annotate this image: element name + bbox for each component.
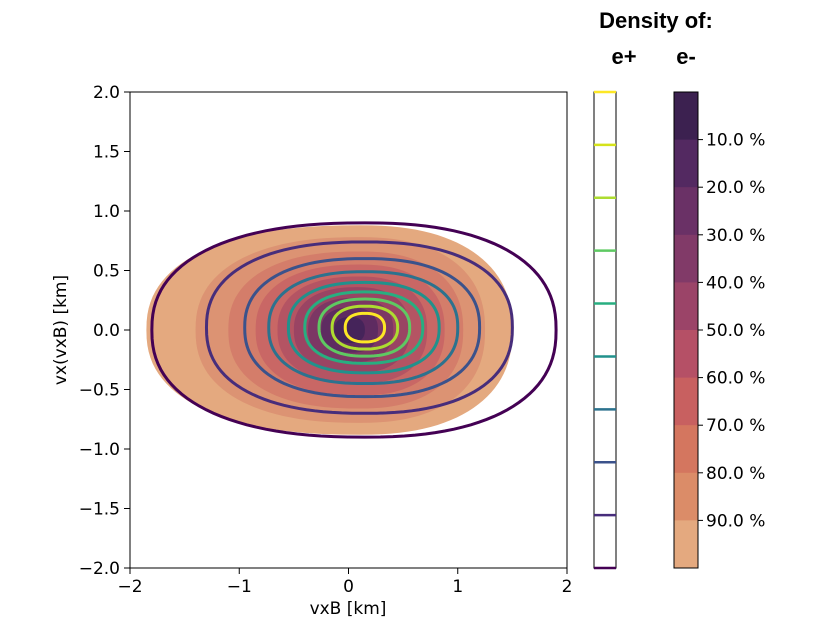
x-tick-label: −1: [227, 577, 252, 597]
e-plus-line-contours: [150, 221, 558, 439]
e-plus-colorbar: [593, 90, 617, 570]
e-minus-colorbar-label: 10.0 %: [706, 131, 765, 151]
y-axis-label: vx(vxB) [km]: [51, 275, 71, 385]
legend-title: Density of:: [599, 8, 713, 33]
e-minus-colorbar-band-4: [674, 234, 698, 283]
e-plus-contour-3: [243, 257, 482, 399]
e-minus-colorbar-label: 70.0 %: [706, 416, 765, 436]
e-plus-contour-8: [330, 304, 400, 351]
y-tick-label: −1.5: [79, 500, 120, 520]
e-minus-colorbar-label: 90.0 %: [706, 511, 765, 531]
e-minus-colorbar: 10.0 % 20.0 % 30.0 % 40.0 % 50.0 % 60.0 % 70.0…: [673, 91, 765, 569]
e-minus-colorbar-band-10: [674, 520, 698, 569]
e-minus-colorbar-label: 50.0 %: [706, 321, 765, 341]
plot-area: [129, 91, 568, 569]
y-axis: 2.0 1.5 1.0 0.5 0.0 −0.5 −1.0 −1.5 −2.0: [79, 83, 130, 579]
y-tick-label: 1.0: [93, 202, 120, 222]
y-tick-label: −2.0: [79, 559, 120, 579]
e-minus-colorbar-band-3: [674, 187, 698, 236]
e-minus-colorbar-label: 30.0 %: [706, 226, 765, 246]
e-minus-colorbar-label: 80.0 %: [706, 464, 765, 484]
e-plus-colorbar-frame: [593, 91, 617, 569]
y-tick-label: 0.0: [93, 321, 120, 341]
x-tick-label: −2: [117, 577, 142, 597]
e-plus-contour-9: [343, 311, 387, 344]
e-minus-colorbar-band-7: [674, 377, 698, 426]
y-tick-label: −1.0: [79, 440, 120, 460]
legend-entry-e-minus: e-: [676, 44, 696, 69]
e-plus-contour-1: [150, 221, 558, 439]
e-plus-contour-6: [303, 290, 425, 365]
e-minus-colorbar-band-1: [674, 92, 698, 141]
e-plus-contour-5: [286, 280, 441, 375]
e-minus-colorbar-band-8: [674, 425, 698, 474]
e-plus-contour-4: [267, 270, 460, 386]
x-axis-label: vxB [km]: [310, 599, 387, 619]
x-tick-label: 2: [562, 577, 573, 597]
e-minus-colorbar-band-5: [674, 282, 698, 331]
x-axis: −2 −1 0 1 2: [117, 568, 572, 597]
e-minus-colorbar-label: 60.0 %: [706, 369, 765, 389]
y-tick-label: 1.5: [93, 143, 120, 163]
y-tick-label: 0.5: [93, 262, 120, 282]
e-minus-colorbar-label: 20.0 %: [706, 178, 765, 198]
e-minus-colorbar-band-6: [674, 330, 698, 379]
e-minus-colorbar-label: 40.0 %: [706, 273, 765, 293]
e-plus-contour-2: [204, 240, 514, 415]
x-tick-label: 1: [452, 577, 463, 597]
e-minus-colorbar-band-9: [674, 472, 698, 521]
legend-entry-e-plus: e+: [611, 44, 636, 69]
y-tick-label: 2.0: [93, 83, 120, 103]
e-minus-level-100: [334, 316, 365, 344]
y-tick-label: −0.5: [79, 381, 120, 401]
e-plus-contour-7: [317, 297, 412, 358]
x-tick-label: 0: [343, 577, 354, 597]
e-minus-colorbar-band-2: [674, 139, 698, 188]
